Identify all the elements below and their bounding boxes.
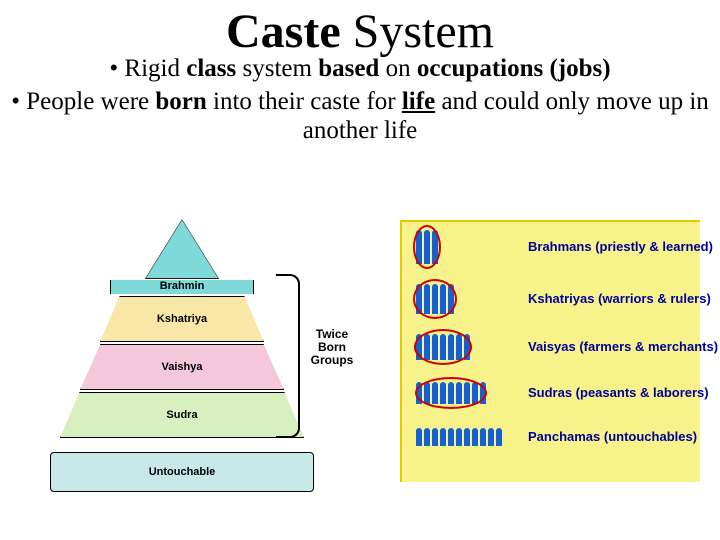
person-icon — [480, 428, 486, 446]
panel-row: Kshatriyas (warriors & rulers) — [416, 284, 454, 314]
person-icon — [464, 428, 470, 446]
pyramid-tier-brahmin-top — [146, 220, 218, 278]
page-title: Caste System — [0, 0, 720, 59]
person-icon — [456, 428, 462, 446]
ring-icon — [415, 377, 487, 409]
panel-row-label: Brahmans (priestly & learned) — [528, 239, 713, 254]
title-bold: Caste — [226, 5, 341, 58]
ring-icon — [413, 279, 457, 319]
panel-row-label: Panchamas (untouchables) — [528, 429, 697, 444]
figures-row: Brahmin Kshatriya Vaishya Sudra Untoucha… — [0, 220, 720, 520]
ring-icon — [414, 329, 472, 365]
bullet-list: Rigid class system based on occupations … — [0, 55, 720, 145]
pyramid-tier-brahmin: Brahmin — [110, 280, 254, 294]
person-icon — [448, 428, 454, 446]
person-icon — [416, 428, 422, 446]
panel-row-label: Kshatriyas (warriors & rulers) — [528, 291, 711, 306]
panel-row-label: Vaisyas (farmers & merchants) — [528, 339, 718, 354]
people-icon-group — [416, 382, 486, 404]
pyramid-diagram: Brahmin Kshatriya Vaishya Sudra Untoucha… — [50, 220, 390, 520]
ring-icon — [413, 225, 441, 269]
person-icon — [488, 428, 494, 446]
person-icon — [472, 428, 478, 446]
panel-row: Sudras (peasants & laborers) — [416, 382, 486, 404]
caste-panel: Brahmans (priestly & learned) Kshatriyas … — [400, 220, 700, 482]
people-icon-group — [416, 284, 454, 314]
panel-row: Vaisyas (farmers & merchants) — [416, 334, 470, 360]
bullet-2: People were born into their caste for li… — [0, 88, 720, 146]
people-icon-group — [416, 428, 502, 446]
brace-icon — [276, 274, 300, 438]
panel-row: Brahmans (priestly & learned) — [416, 230, 438, 264]
brace-label: Twice Born Groups — [304, 328, 360, 368]
pyramid-tier-untouchable: Untouchable — [50, 452, 314, 492]
person-icon — [496, 428, 502, 446]
people-icon-group — [416, 230, 438, 264]
panel-row: Panchamas (untouchables) — [416, 428, 502, 446]
bullet-1: Rigid class system based on occupations … — [0, 55, 720, 84]
panel-row-label: Sudras (peasants & laborers) — [528, 385, 709, 400]
people-icon-group — [416, 334, 470, 360]
person-icon — [424, 428, 430, 446]
person-icon — [432, 428, 438, 446]
title-rest: System — [341, 5, 494, 58]
person-icon — [440, 428, 446, 446]
